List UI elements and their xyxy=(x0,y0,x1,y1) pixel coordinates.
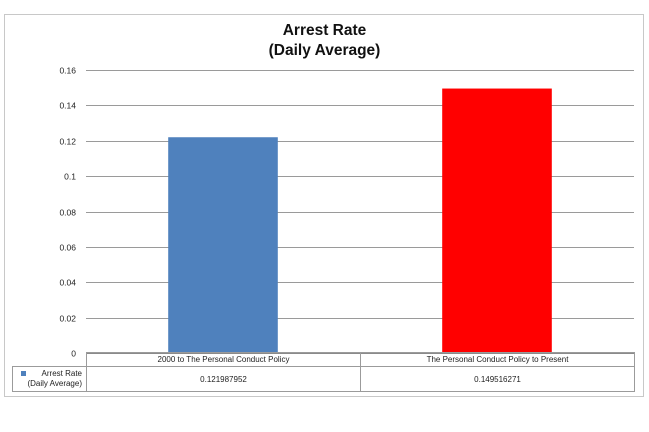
legend-swatch xyxy=(21,371,26,376)
bar-2 xyxy=(442,88,552,354)
data-table-category-2: The Personal Conduct Policy to Present xyxy=(360,352,635,367)
data-table: 2000 to The Personal Conduct Policy The … xyxy=(12,352,635,392)
data-table-corner xyxy=(12,352,87,367)
y-tick-label: 0.12 xyxy=(59,137,76,147)
legend-label: Arrest Rate (Daily Average) xyxy=(27,369,82,388)
chart-title-line-1: Arrest Rate xyxy=(282,22,367,39)
data-table-value-1: 0.121987952 xyxy=(86,366,361,392)
y-tick-label: 0.14 xyxy=(59,101,76,111)
y-tick-label: 0.02 xyxy=(59,314,76,324)
y-axis-ticks: 00.020.040.060.080.10.120.140.16 xyxy=(59,66,76,359)
y-tick-label: 0.16 xyxy=(59,66,76,76)
chart-title-line-2: (Daily Average) xyxy=(268,42,381,59)
data-table-category-1: 2000 to The Personal Conduct Policy xyxy=(86,352,361,367)
legend-entry: Arrest Rate (Daily Average) xyxy=(12,366,87,392)
y-tick-label: 0.08 xyxy=(59,208,76,218)
y-tick-label: 0.04 xyxy=(59,278,76,288)
y-tick-label: 0.1 xyxy=(64,172,76,182)
bar-1 xyxy=(168,137,278,353)
chart-title: Arrest Rate (Daily Average) xyxy=(0,21,649,61)
bars xyxy=(168,88,552,354)
y-tick-label: 0.06 xyxy=(59,243,76,253)
data-table-value-2: 0.149516271 xyxy=(360,366,635,392)
